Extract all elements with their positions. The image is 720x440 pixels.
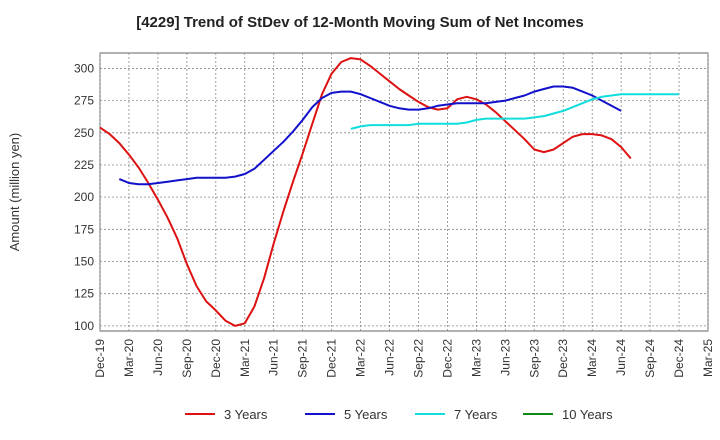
x-tick-label: Sep-24 [643, 339, 657, 378]
x-tick-label: Sep-22 [411, 339, 425, 378]
y-tick-label: 150 [74, 255, 94, 269]
x-tick-label: Jun-20 [151, 339, 165, 376]
y-tick-label: 275 [74, 94, 94, 108]
plot-area [99, 52, 709, 332]
series-line-7-years [350, 93, 679, 130]
y-axis-ticks: 100 125 150 175 200 225 250 275 300 [74, 61, 94, 332]
y-tick-label: 100 [74, 319, 94, 333]
series-line-3-years [99, 57, 632, 327]
series-line-5-years [118, 85, 622, 186]
y-tick-label: 200 [74, 190, 94, 204]
x-tick-label: Sep-20 [180, 339, 194, 378]
chart-title: [4229] Trend of StDev of 12-Month Moving… [136, 14, 584, 31]
legend: 3 Years 5 Years 7 Years 10 Years [185, 407, 613, 422]
legend-label: 3 Years [224, 407, 268, 422]
x-tick-label: Mar-24 [585, 339, 599, 377]
y-tick-label: 175 [74, 222, 94, 236]
legend-item-7-years: 7 Years [415, 407, 498, 422]
x-tick-label: Sep-23 [527, 339, 541, 378]
x-tick-label: Dec-24 [672, 339, 686, 378]
x-tick-label: Dec-20 [209, 339, 223, 378]
legend-item-3-years: 3 Years [185, 407, 268, 422]
x-tick-label: Dec-19 [93, 339, 107, 378]
x-tick-label: Mar-25 [701, 339, 715, 377]
x-tick-label: Dec-22 [440, 339, 454, 378]
x-tick-label: Mar-20 [122, 339, 136, 377]
x-tick-label: Mar-23 [469, 339, 483, 377]
legend-item-5-years: 5 Years [305, 407, 388, 422]
x-tick-label: Jun-22 [383, 339, 397, 376]
legend-item-10-years: 10 Years [523, 407, 613, 422]
legend-label: 5 Years [344, 407, 388, 422]
series-lines [99, 57, 679, 327]
grid-lines [99, 53, 709, 331]
x-tick-label: Dec-21 [325, 339, 339, 378]
x-tick-label: Jun-21 [267, 339, 281, 376]
x-tick-label: Mar-21 [238, 339, 252, 377]
y-tick-label: 250 [74, 126, 94, 140]
y-axis-label: Amount (million yen) [7, 133, 22, 252]
x-tick-label: Sep-21 [296, 339, 310, 378]
x-tick-label: Mar-22 [354, 339, 368, 377]
y-tick-label: 300 [74, 61, 94, 75]
x-tick-label: Jun-23 [498, 339, 512, 376]
legend-label: 10 Years [562, 407, 613, 422]
y-tick-label: 225 [74, 158, 94, 172]
x-tick-label: Dec-23 [556, 339, 570, 378]
x-tick-label: Jun-24 [614, 339, 628, 376]
x-axis-ticks: Dec-19 Mar-20 Jun-20 Sep-20 Dec-20 Mar-21 Jun-… [93, 339, 715, 378]
legend-label: 7 Years [454, 407, 498, 422]
y-tick-label: 125 [74, 287, 94, 301]
